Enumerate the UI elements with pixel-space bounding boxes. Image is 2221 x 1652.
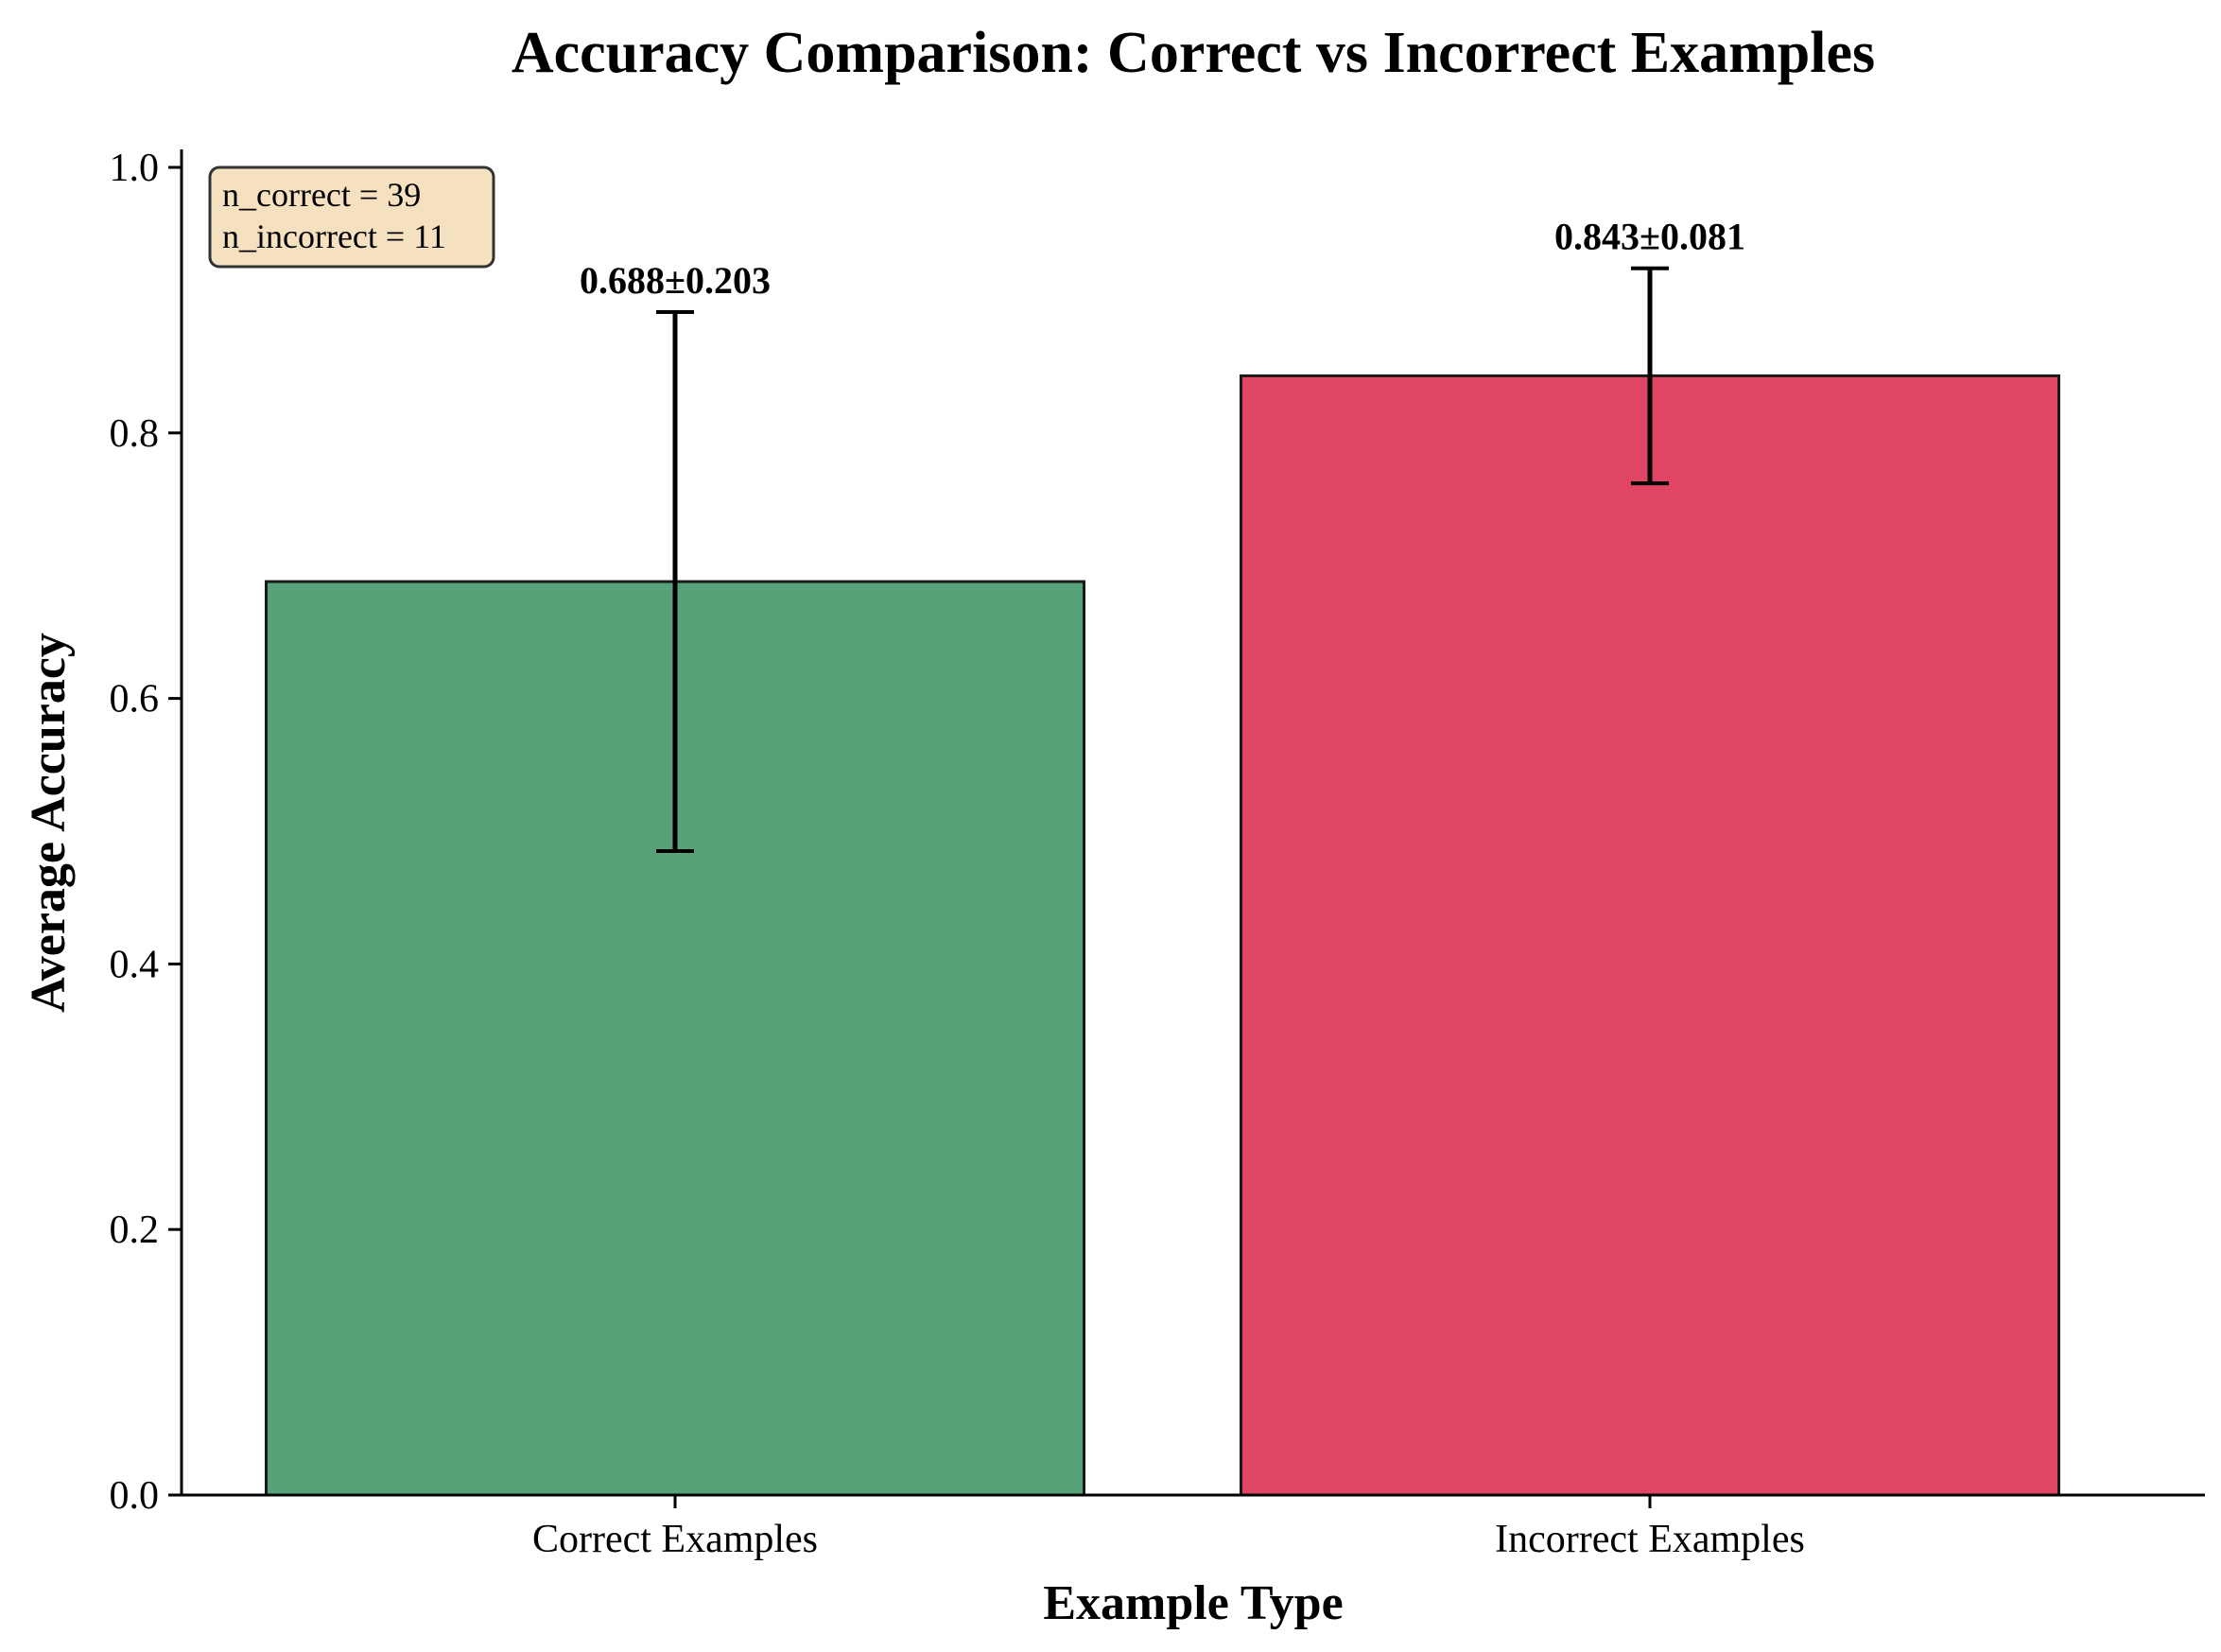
stats-annotation-box [208, 165, 495, 269]
x-tick-label: Incorrect Examples [1495, 1518, 1805, 1561]
data-label: 0.688±0.203 [580, 259, 771, 302]
y-tick-label: 0.8 [110, 412, 160, 456]
data-label: 0.843±0.081 [1554, 216, 1745, 258]
y-tick-label: 0.4 [110, 943, 160, 986]
x-axis-label: Example Type [1043, 1576, 1343, 1630]
y-tick-label: 0.6 [110, 678, 160, 722]
n-incorrect-label: n_incorrect = 11 [222, 217, 446, 255]
chart-title: Accuracy Comparison: Correct vs Incorrec… [512, 21, 1875, 85]
stats-annotation: n_correct = 39 n_incorrect = 11 [208, 165, 495, 269]
y-tick-label: 0.2 [110, 1209, 160, 1252]
n-correct-label: n_correct = 39 [222, 176, 421, 214]
y-tick-label: 1.0 [110, 147, 160, 190]
bar-incorrect [1240, 374, 2060, 1497]
y-axis-label: Average Accuracy [22, 633, 76, 1013]
x-tick-label: Correct Examples [532, 1518, 818, 1561]
y-tick-label: 0.0 [110, 1474, 160, 1518]
plot-area: 0.688±0.203 0.843±0.081 [265, 216, 2060, 1497]
